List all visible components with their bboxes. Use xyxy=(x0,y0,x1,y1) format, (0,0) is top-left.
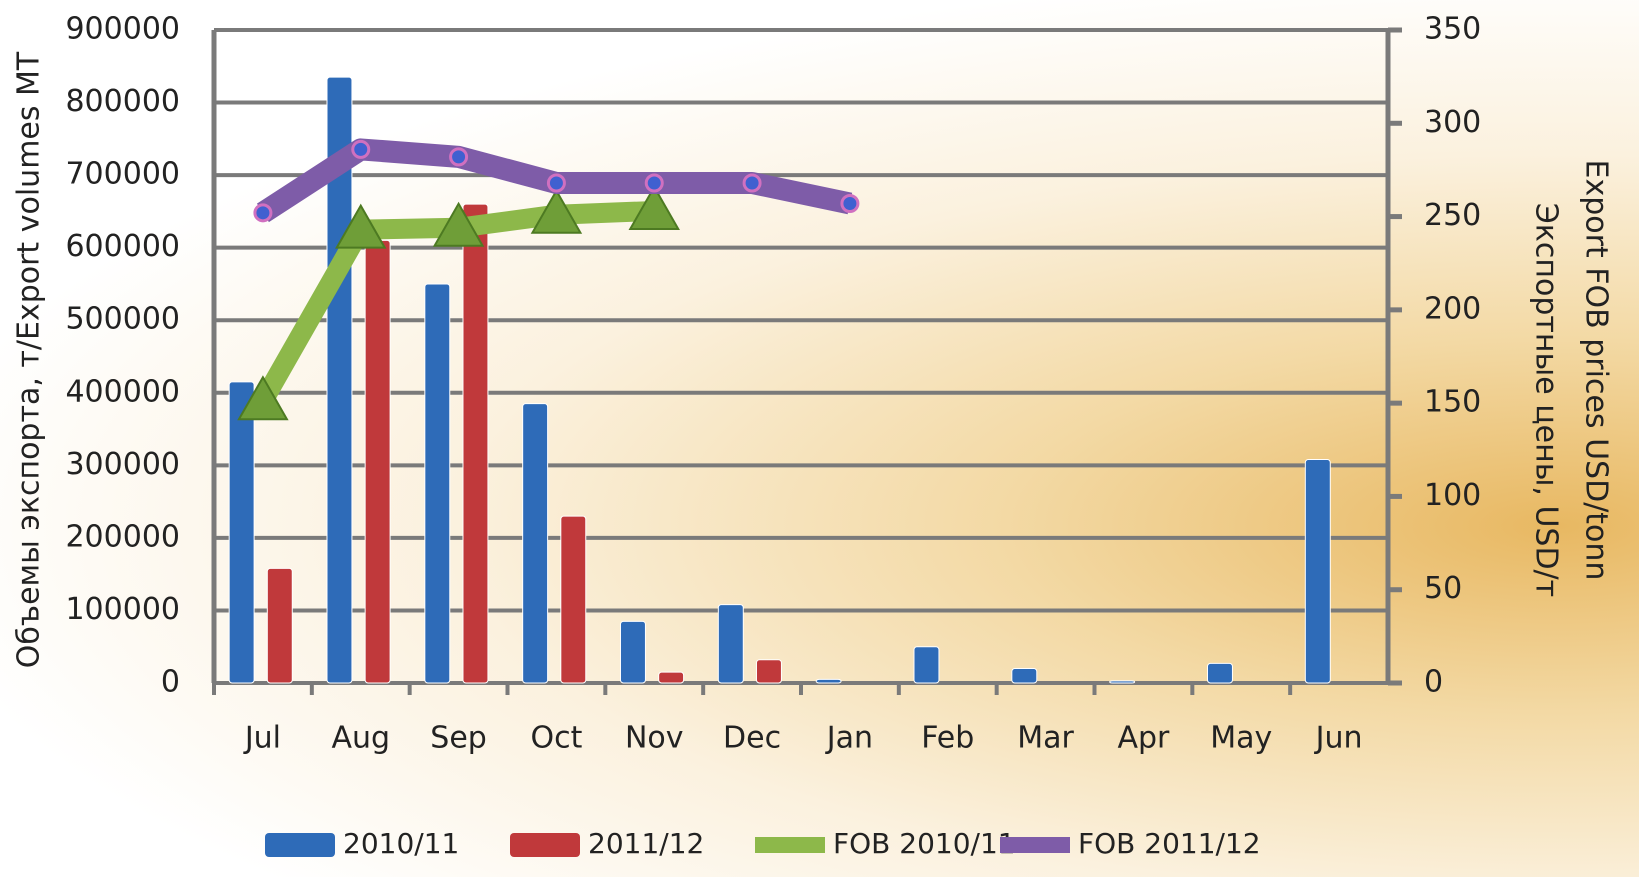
bar xyxy=(1012,668,1037,683)
x-tick-label: Aug xyxy=(331,721,390,756)
y-tick-label: 100000 xyxy=(65,592,180,627)
x-tick-label: May xyxy=(1210,721,1272,756)
y2-axis-title: Экспортные цены, USD/т xyxy=(1529,203,1564,597)
chart: Объемы экспорта, т/Export volumes MT Экс… xyxy=(0,0,1639,877)
x-tick-label: Mar xyxy=(1017,721,1074,756)
x-tick-label: Jan xyxy=(825,721,873,756)
marker xyxy=(451,149,467,165)
legend-label: 2010/11 xyxy=(343,827,459,860)
legend-label: FOB 2011/12 xyxy=(1078,827,1261,860)
x-tick-label: Dec xyxy=(723,721,781,756)
bar xyxy=(816,679,841,683)
bar xyxy=(229,382,254,683)
y2-tick-label: 250 xyxy=(1424,198,1481,233)
bar xyxy=(914,647,939,683)
page: Объемы экспорта, т/Export volumes MT Экс… xyxy=(0,0,1639,877)
marker xyxy=(353,141,369,157)
bar xyxy=(365,240,390,683)
y-tick-label: 800000 xyxy=(65,84,180,119)
bar xyxy=(523,404,548,683)
y-tick-label: 900000 xyxy=(65,12,180,47)
legend-label: FOB 2010/11 xyxy=(833,827,1016,860)
bar xyxy=(1110,681,1135,683)
x-tick-label: Jul xyxy=(243,721,281,756)
y-tick-label: 200000 xyxy=(65,519,180,554)
legend-swatch xyxy=(265,833,335,857)
marker xyxy=(842,196,858,212)
x-tick-label: Oct xyxy=(530,721,582,756)
marker xyxy=(744,175,760,191)
bar xyxy=(756,660,781,683)
y-tick-label: 600000 xyxy=(65,229,180,264)
x-tick-label: Feb xyxy=(921,721,974,756)
marker xyxy=(255,205,271,221)
legend-label: 2011/12 xyxy=(588,827,704,860)
x-tick-label: Jun xyxy=(1314,721,1363,756)
legend-swatch xyxy=(510,833,580,857)
marker xyxy=(548,175,564,191)
x-tick-label: Apr xyxy=(1117,721,1170,756)
bar xyxy=(659,672,684,683)
bar xyxy=(425,284,450,683)
y-axis-title: Объемы экспорта, т/Export volumes MT xyxy=(12,51,47,668)
bar xyxy=(620,621,645,683)
bar xyxy=(561,516,586,683)
y2-tick-label: 200 xyxy=(1424,291,1481,326)
bar xyxy=(1305,460,1330,683)
y2-tick-label: 0 xyxy=(1424,665,1443,700)
y-tick-label: 0 xyxy=(161,665,180,700)
bar xyxy=(463,204,488,683)
y-tick-label: 300000 xyxy=(65,447,180,482)
marker xyxy=(646,175,662,191)
bar xyxy=(718,605,743,683)
y-tick-label: 700000 xyxy=(65,157,180,192)
y2-tick-label: 50 xyxy=(1424,571,1462,606)
bar xyxy=(1207,663,1232,683)
y-tick-label: 500000 xyxy=(65,302,180,337)
x-tick-label: Sep xyxy=(430,721,487,756)
y2-tick-label: 150 xyxy=(1424,385,1481,420)
y2-axis-title-2: Export FOB prices USD/tonn xyxy=(1579,160,1614,581)
bar xyxy=(267,568,292,683)
x-tick-label: Nov xyxy=(625,721,684,756)
y2-tick-label: 350 xyxy=(1424,12,1481,47)
y-tick-label: 400000 xyxy=(65,374,180,409)
y2-tick-label: 300 xyxy=(1424,105,1481,140)
y2-tick-label: 100 xyxy=(1424,478,1481,513)
